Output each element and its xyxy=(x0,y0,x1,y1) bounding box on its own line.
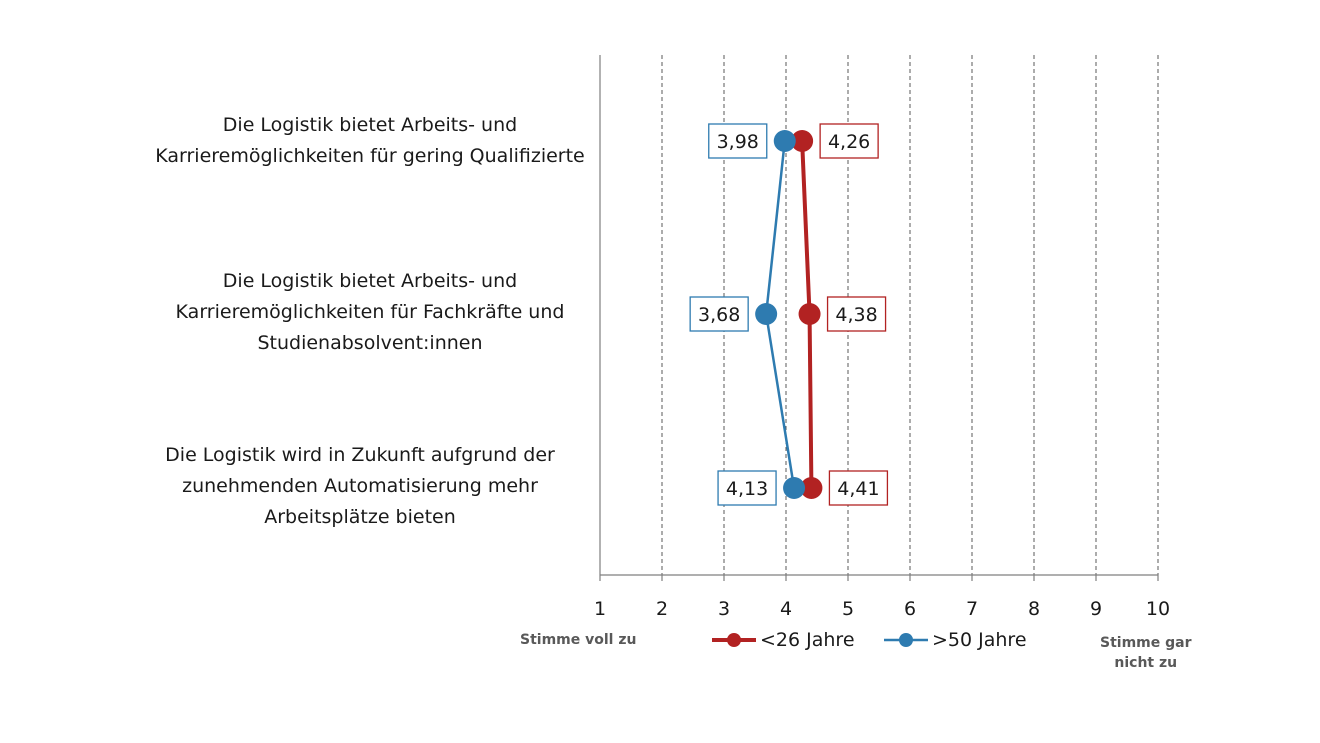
data-label-box-series-1-cat-1 xyxy=(819,123,879,159)
legend-swatch-over-50 xyxy=(884,633,928,647)
x-tick-label-8: 8 xyxy=(1028,598,1040,620)
x-tick-label-10: 10 xyxy=(1146,598,1170,620)
legend-item-under-26: <26 Jahre xyxy=(712,629,855,651)
data-label-box-series-2-cat-2 xyxy=(689,296,749,332)
x-tick-label-9: 9 xyxy=(1090,598,1102,620)
data-label-series-2-cat-1: 3,98 xyxy=(717,131,759,153)
data-label-box-series-1-cat-2 xyxy=(826,296,887,332)
category-label-2-line-2: Karrieremöglichkeiten für Fachkräfte und xyxy=(175,301,565,323)
x-tick-label-4: 4 xyxy=(780,598,792,620)
x-max-anchor-label: Stimme gar nicht zu xyxy=(1100,633,1192,673)
point-series-2-cat-3 xyxy=(783,477,806,499)
legend-item-over-50: >50 Jahre xyxy=(884,629,1027,651)
category-label-3-line-1: Die Logistik wird in Zukunft aufgrund de… xyxy=(165,444,555,466)
x-tick-label-3: 3 xyxy=(718,598,730,620)
data-label-series-1-cat-1: 4,26 xyxy=(828,131,870,153)
x-tick-label-5: 5 xyxy=(842,598,854,620)
data-label-box-series-2-cat-1 xyxy=(708,123,768,159)
point-series-2-cat-2 xyxy=(755,303,778,325)
category-label-2-line-1: Die Logistik bietet Arbeits- und xyxy=(222,270,518,292)
category-label-3: Die Logistik wird in Zukunft aufgrund de… xyxy=(100,440,620,533)
x-min-anchor-label: Stimme voll zu xyxy=(520,632,637,648)
legend-swatch-under-26 xyxy=(712,633,756,647)
data-label-box-series-1-cat-3 xyxy=(828,470,889,506)
point-series-1-cat-2 xyxy=(798,303,821,325)
category-label-1: Die Logistik bietet Arbeits- und Karrier… xyxy=(110,110,630,172)
legend-label-under-26: <26 Jahre xyxy=(760,629,855,651)
data-label-series-2-cat-3: 4,13 xyxy=(726,478,768,500)
x-tick-label-7: 7 xyxy=(966,598,978,620)
legend-label-over-50: >50 Jahre xyxy=(932,629,1027,651)
data-label-series-1-cat-2: 4,38 xyxy=(835,304,877,326)
category-label-3-line-2: zunehmenden Automatisierung mehr xyxy=(182,475,538,497)
category-label-1-line-2: Karrieremöglichkeiten für gering Qualifi… xyxy=(155,145,585,167)
point-series-1-cat-1 xyxy=(791,130,814,152)
category-label-2: Die Logistik bietet Arbeits- und Karrier… xyxy=(110,266,630,359)
x-tick-label-1: 1 xyxy=(594,598,606,620)
x-tick-label-2: 2 xyxy=(656,598,668,620)
x-max-anchor-line-1: Stimme gar xyxy=(1100,635,1192,651)
category-label-3-line-3: Arbeitsplätze bieten xyxy=(264,506,456,528)
data-label-box-series-2-cat-3 xyxy=(717,470,777,506)
category-label-2-line-3: Studienabsolvent:innen xyxy=(257,332,483,354)
point-series-1-cat-3 xyxy=(800,477,823,499)
x-max-anchor-line-2: nicht zu xyxy=(1114,655,1178,671)
category-label-1-line-1: Die Logistik bietet Arbeits- und xyxy=(222,114,518,136)
data-label-series-2-cat-2: 3,68 xyxy=(698,304,740,326)
x-tick-label-6: 6 xyxy=(904,598,916,620)
point-series-2-cat-1 xyxy=(773,130,796,152)
data-label-series-1-cat-3: 4,41 xyxy=(837,478,879,500)
